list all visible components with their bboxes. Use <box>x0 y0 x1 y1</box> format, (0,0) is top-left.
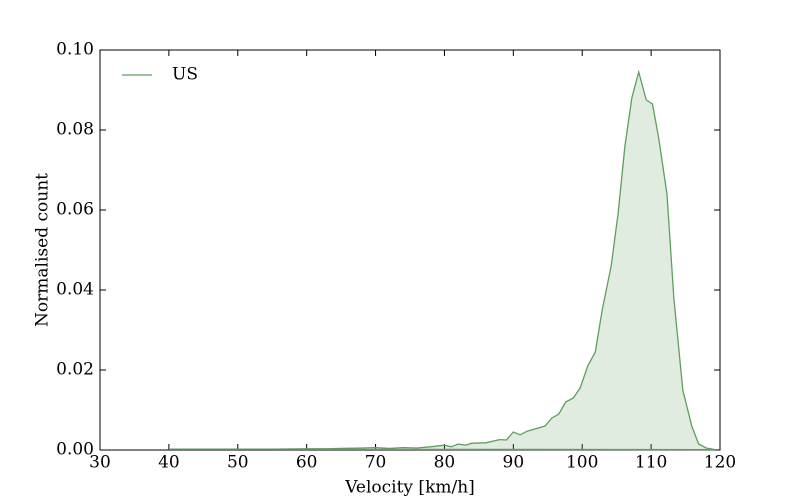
x-tick-label: 60 <box>296 453 318 473</box>
x-tick-label: 80 <box>434 453 456 473</box>
y-tick-label: 0.08 <box>56 120 94 140</box>
y-axis-label: Normalised count <box>33 173 53 327</box>
y-tick-label: 0.06 <box>56 200 94 220</box>
x-tick-label: 120 <box>704 453 736 473</box>
x-tick-label: 40 <box>158 453 180 473</box>
x-tick-label: 100 <box>566 453 598 473</box>
legend-label: US <box>172 65 198 85</box>
y-tick-label: 0.04 <box>56 280 94 300</box>
y-tick-label: 0.02 <box>56 360 94 380</box>
x-axis-label: Velocity [km/h] <box>344 478 475 498</box>
x-tick-label: 50 <box>227 453 249 473</box>
x-tick-label: 90 <box>503 453 525 473</box>
x-tick-label: 30 <box>89 453 111 473</box>
x-tick-label: 110 <box>635 453 667 473</box>
y-tick-label: 0.00 <box>56 440 94 460</box>
area-line <box>168 69 716 451</box>
x-tick-label: 70 <box>365 453 387 473</box>
y-tick-label: 0.10 <box>56 40 94 60</box>
